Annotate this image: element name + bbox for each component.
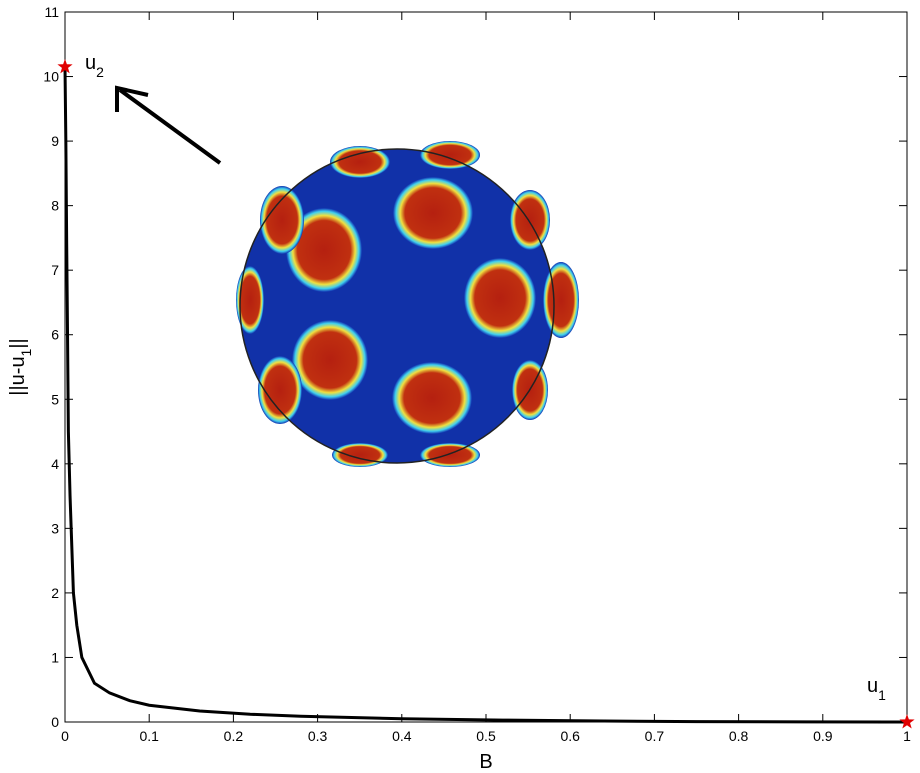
annotation-text: u — [85, 52, 96, 74]
annotation-sub: 1 — [878, 687, 886, 703]
y-tick-label: 9 — [51, 133, 59, 149]
star-marker — [57, 58, 73, 74]
x-tick-label: 0.8 — [729, 728, 749, 744]
y-label-sub: 1 — [18, 348, 34, 356]
annotation: u2 — [85, 52, 104, 80]
x-tick-label: 0.9 — [813, 728, 833, 744]
y-tick-label: 3 — [51, 520, 59, 536]
x-tick-label: 1 — [903, 728, 911, 744]
y-tick-label: 8 — [51, 198, 59, 214]
star-marker — [899, 714, 915, 729]
y-tick-label: 10 — [43, 69, 59, 85]
annotation-text: u — [867, 675, 878, 697]
y-axis-label: ||u-u1|| — [7, 338, 34, 395]
y-label-end: || — [7, 338, 29, 348]
arrow — [115, 85, 222, 165]
sphere-inset — [236, 141, 579, 467]
y-tick-label: 5 — [51, 391, 59, 407]
annotation: u1 — [867, 675, 886, 703]
y-tick-label: 7 — [51, 262, 59, 278]
y-tick-label: 1 — [51, 649, 59, 665]
y-tick-label: 0 — [51, 714, 59, 730]
y-tick-label: 6 — [51, 327, 59, 343]
y-tick-label: 2 — [51, 585, 59, 601]
x-tick-label: 0.1 — [139, 728, 159, 744]
x-tick-label: 0.6 — [560, 728, 580, 744]
x-tick-label: 0.2 — [224, 728, 244, 744]
x-tick-label: 0 — [61, 728, 69, 744]
y-label-main: ||u-u — [7, 356, 29, 395]
y-tick-label: 4 — [51, 456, 59, 472]
x-tick-label: 0.7 — [645, 728, 665, 744]
annotation-sub: 2 — [96, 64, 104, 80]
x-tick-label: 0.4 — [392, 728, 412, 744]
x-tick-label: 0.5 — [476, 728, 496, 744]
x-axis-label: B — [479, 751, 492, 773]
x-tick-label: 0.3 — [308, 728, 328, 744]
data-line — [63, 66, 908, 724]
y-tick-label: 11 — [44, 4, 59, 20]
